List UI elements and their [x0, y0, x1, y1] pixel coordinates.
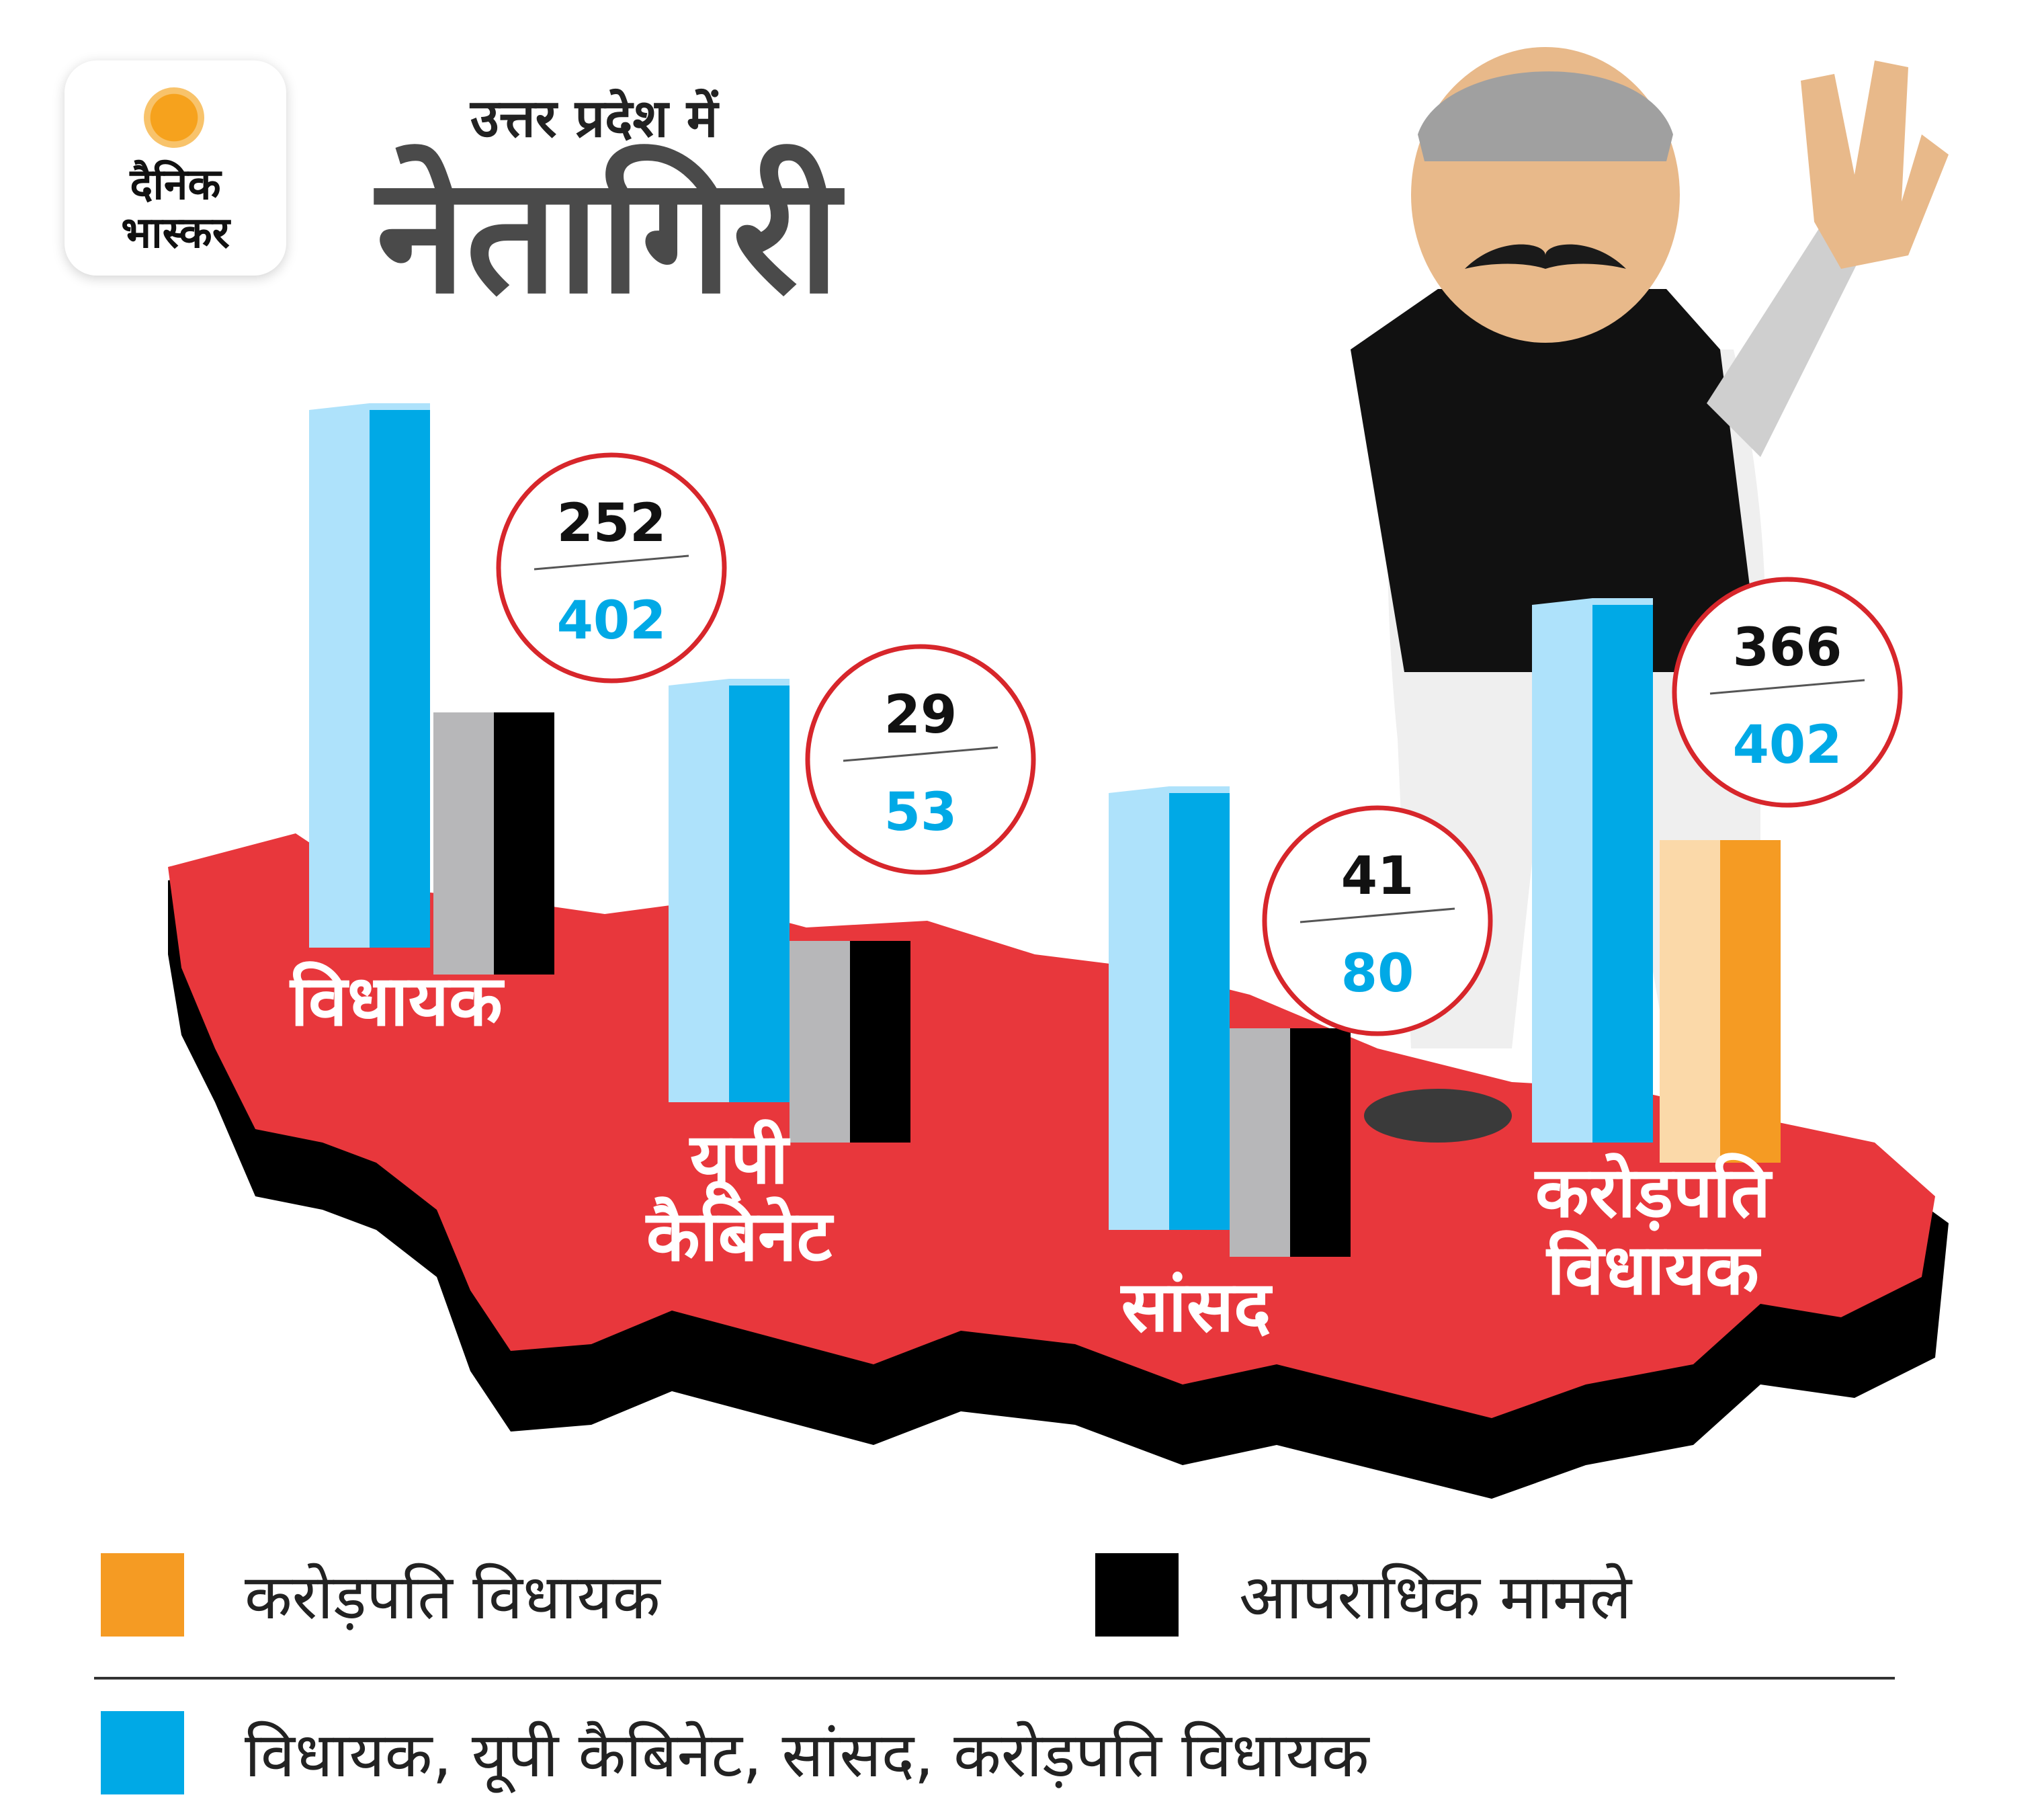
map-shape [168, 833, 1949, 1499]
chart-title: नेतागिरी [376, 141, 840, 329]
sun-icon [144, 87, 204, 148]
bar-total-1-side [669, 686, 729, 1102]
bar-total-3-side [1532, 605, 1592, 1143]
bar-group [309, 403, 1781, 1257]
category-label-3: करोड़पति [1534, 1151, 1773, 1233]
bubble-circle [805, 644, 1036, 875]
bar-total-2-side [1109, 793, 1169, 1230]
bar-criminal-front [850, 941, 910, 1143]
bar-criminal-0 [433, 712, 554, 975]
bar-total-0-top [309, 403, 430, 410]
value-bubble-0: 252 402 [496, 452, 727, 684]
category-label-2: सांसद [1120, 1266, 1273, 1348]
bar-criminal-2 [1230, 1028, 1351, 1257]
bar-total-3-top [1532, 598, 1653, 605]
legend-item-crorepati: करोड़पति विधायक [101, 1553, 661, 1637]
value-bubble-1: 29 53 [805, 644, 1036, 875]
legend-divider [94, 1677, 1895, 1680]
bar-total-3 [1532, 598, 1653, 1143]
value-bubbles: 252 402 29 53 41 80 366 402 [496, 452, 1903, 1036]
bar-total-1-front [729, 686, 790, 1102]
brand-logo: दैनिक भास्कर [65, 60, 286, 276]
bar-criminal-side [790, 941, 850, 1143]
bar-total-1-top [669, 679, 790, 686]
bar-total-2-top [1109, 786, 1230, 793]
bar-total-0-front [370, 410, 430, 948]
bubble-fraction-line [843, 746, 998, 762]
legend-label: आपराधिक मामले [1239, 1561, 1632, 1633]
bar-criminal-side [1230, 1028, 1290, 1257]
bar-criminal-front [1290, 1028, 1351, 1257]
legend-label: करोड़पति विधायक [245, 1561, 661, 1633]
bar-total-2-front [1169, 793, 1230, 1230]
category-label-1: कैबिनेट [645, 1195, 835, 1277]
bubble-top-value: 41 [1341, 846, 1414, 907]
legend-item-criminal-cases: आपराधिक मामले [1095, 1553, 1631, 1637]
category-label-3: विधायक [1545, 1229, 1762, 1311]
category-label-0: विधायक [289, 960, 505, 1042]
bubble-top-value: 366 [1733, 618, 1842, 678]
bubble-top-value: 29 [884, 685, 957, 745]
bubble-fraction-line [1300, 907, 1455, 923]
bar-criminal-front [494, 712, 554, 975]
legend-item-total: विधायक, यूपी कैबिनेट, सांसद, करोड़पति वि… [101, 1710, 1369, 1794]
bubble-bottom-value: 53 [884, 782, 957, 843]
bubble-circle [1262, 805, 1493, 1036]
category-label-1: यूपी [689, 1118, 791, 1204]
bar-crorepati-side [1660, 840, 1720, 1163]
bubble-bottom-value: 80 [1341, 944, 1414, 1004]
bar-total-1 [669, 679, 790, 1102]
bubble-circle [496, 452, 727, 684]
legend-swatch-black [1095, 1553, 1179, 1637]
bubble-bottom-value: 402 [1733, 715, 1842, 776]
value-bubble-2: 41 80 [1262, 805, 1493, 1036]
bar-total-2 [1109, 786, 1230, 1230]
bar-total-0-side [309, 410, 370, 948]
bar-criminal-1 [790, 941, 910, 1143]
legend-label: विधायक, यूपी कैबिनेट, सांसद, करोड़पति वि… [245, 1719, 1369, 1791]
bar-crorepati-3 [1660, 840, 1781, 1163]
bubble-circle [1672, 577, 1903, 808]
value-bubble-3: 366 402 [1672, 577, 1903, 808]
bar-total-3-front [1592, 605, 1653, 1143]
bar-total-0 [309, 403, 430, 948]
chart-subtitle: उत्तर प्रदेश में [470, 89, 718, 149]
legend-swatch-blue [101, 1710, 184, 1794]
bar-criminal-side [433, 712, 494, 975]
bar-crorepati-front [1720, 840, 1781, 1163]
legend-swatch-orange [101, 1553, 184, 1637]
bubble-fraction-line [1709, 679, 1865, 695]
brand-name-line1: दैनिक [130, 160, 221, 210]
bubble-bottom-value: 402 [557, 591, 667, 651]
brand-name-line2: भास्कर [121, 208, 230, 258]
bubble-top-value: 252 [557, 493, 667, 554]
bubble-fraction-line [534, 554, 689, 571]
